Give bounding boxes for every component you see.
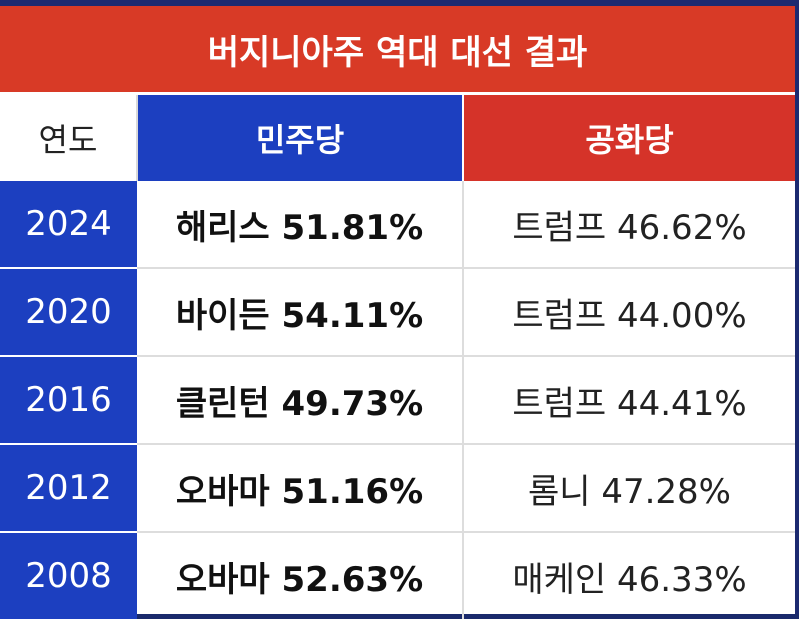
header-republican: 공화당 — [462, 95, 795, 181]
election-results-table: 연도 민주당 공화당 2024 해리스 51.81% 트럼프 46.62% 20… — [0, 95, 795, 619]
year-cell: 2012 — [0, 443, 137, 532]
democratic-result-cell: 클린턴 49.73% — [137, 355, 464, 444]
table-row: 2020 바이든 54.11% 트럼프 44.00% — [0, 267, 795, 356]
republican-result-cell: 매케인 46.33% — [463, 531, 795, 619]
year-cell: 2008 — [0, 531, 137, 619]
democratic-result-cell: 바이든 54.11% — [137, 267, 464, 356]
table-row: 2012 오바마 51.16% 롬니 47.28% — [0, 443, 795, 532]
header-year: 연도 — [0, 95, 138, 181]
republican-result-cell: 트럼프 44.41% — [463, 355, 795, 444]
header-row: 연도 민주당 공화당 — [0, 95, 795, 181]
year-cell: 2016 — [0, 355, 137, 444]
header-democratic: 민주당 — [137, 95, 463, 181]
table-title: 버지니아주 역대 대선 결과 — [0, 6, 795, 95]
republican-result-cell: 롬니 47.28% — [463, 443, 795, 532]
democratic-result-cell: 오바마 51.16% — [137, 443, 464, 532]
republican-result-cell: 트럼프 46.62% — [512, 207, 747, 248]
democratic-result-cell: 해리스 51.81% — [137, 181, 464, 268]
year-cell: 2020 — [0, 267, 137, 356]
table-row: 2008 오바마 52.63% 매케인 46.33% — [0, 531, 795, 619]
republican-result-cell: 트럼프 44.00% — [463, 267, 795, 356]
year-cell: 2024 — [0, 181, 137, 268]
table-row: 2024 해리스 51.81% 트럼프 46.62% — [0, 181, 795, 268]
democratic-result-cell: 오바마 52.63% — [137, 531, 464, 619]
table-row: 2016 클린턴 49.73% 트럼프 44.41% — [0, 355, 795, 444]
